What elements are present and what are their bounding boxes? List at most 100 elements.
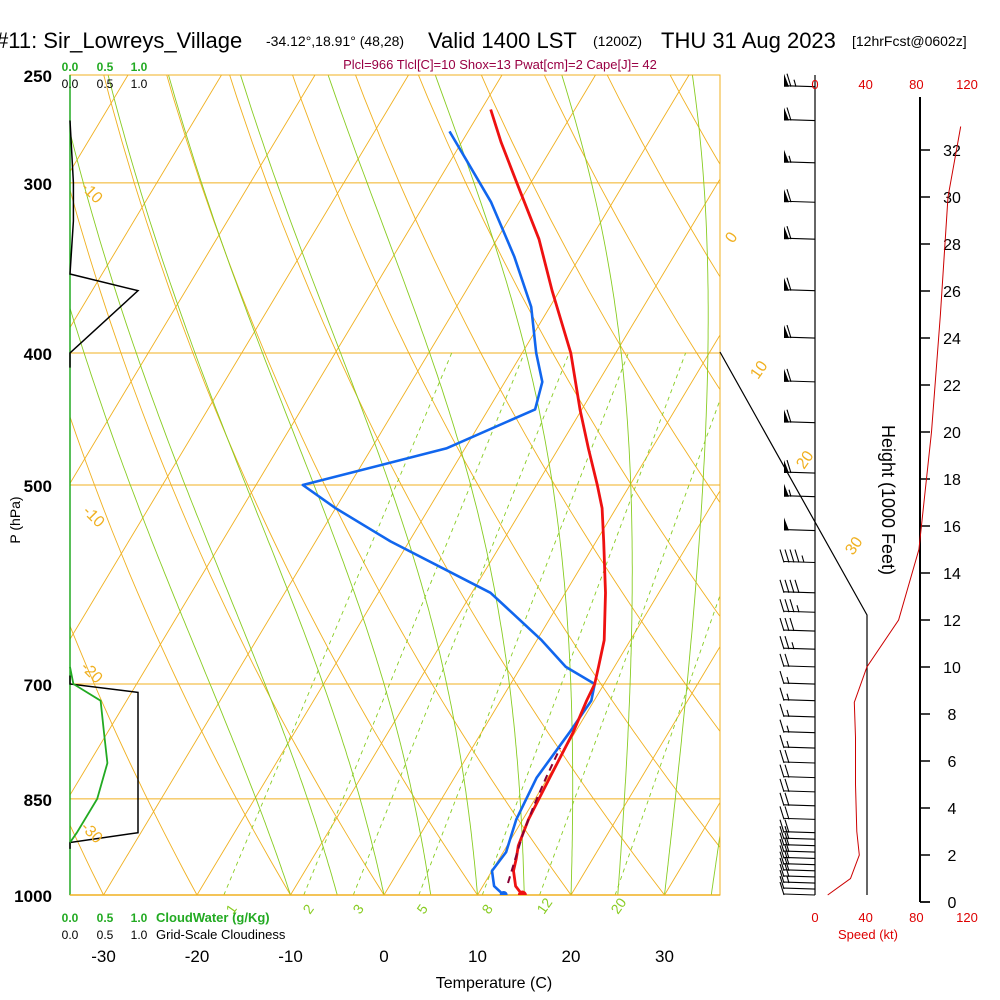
wind-barb-halfflag bbox=[786, 676, 790, 685]
moist-adiabat-line bbox=[70, 130, 338, 895]
moist-adiabat-line bbox=[434, 75, 574, 895]
wind-barb bbox=[779, 832, 816, 847]
moist-adiabat-line bbox=[710, 832, 720, 895]
wind-speed-profile bbox=[827, 126, 962, 896]
wind-barb-halfflag bbox=[786, 725, 790, 733]
moist-adiabat-line bbox=[70, 306, 291, 895]
cloudwater-top-tick: 0.0 bbox=[62, 60, 79, 74]
wind-barb-halfflag bbox=[788, 155, 792, 163]
wind-barb-flag bbox=[784, 549, 790, 563]
dry-adiabat-label: -30 bbox=[77, 819, 105, 847]
temperature-tick-label: 30 bbox=[655, 947, 674, 966]
wind-barb-flag bbox=[779, 857, 785, 872]
wind-barb-flag bbox=[784, 832, 790, 846]
wind-barb bbox=[779, 687, 816, 702]
wind-barb-halfflag bbox=[786, 875, 790, 884]
wind-barb-flag bbox=[779, 764, 785, 778]
moist-adiabat-line bbox=[107, 75, 385, 895]
cloudwater-top-tick: 1.0 bbox=[131, 60, 148, 74]
temperature-tick-label: -20 bbox=[185, 947, 210, 966]
mixing-ratio-label: 2 bbox=[299, 901, 317, 917]
wind-barb-pennant bbox=[784, 189, 789, 203]
wind-barb-flag bbox=[779, 845, 785, 859]
wind-barb-flag bbox=[784, 764, 790, 778]
mixing-ratio-line bbox=[352, 352, 570, 895]
isotherm-line bbox=[103, 75, 596, 895]
wind-barb bbox=[783, 107, 816, 122]
temperature-tick-label: -30 bbox=[91, 947, 116, 966]
wind-barb-staff bbox=[783, 380, 816, 383]
mixing-ratio-line bbox=[303, 352, 525, 895]
wind-barb-pennant bbox=[784, 107, 789, 121]
wind-barb-flag bbox=[786, 107, 792, 121]
height-tick-label: 4 bbox=[948, 801, 957, 818]
temperature-tick-label: 10 bbox=[468, 947, 487, 966]
wind-barb-pennant bbox=[784, 409, 789, 423]
speed-bottom-tick: 40 bbox=[858, 910, 872, 925]
temperature-tick-label: 0 bbox=[379, 947, 388, 966]
isotherm-line bbox=[70, 75, 316, 485]
stability-indices: Plcl=966 Tlcl[C]=10 Shox=13 Pwat[cm]=2 C… bbox=[343, 57, 657, 72]
mixing-ratio-line bbox=[481, 352, 687, 895]
wind-barb-staff bbox=[783, 336, 816, 339]
cloudiness-bottom-tick: 1.0 bbox=[131, 928, 148, 942]
mixing-ratio-label: 8 bbox=[478, 901, 496, 917]
dry-adiabat-line bbox=[0, 51, 10, 895]
wind-barb-staff bbox=[783, 893, 816, 896]
cloudiness-label: Grid-Scale Cloudiness bbox=[156, 927, 286, 942]
wind-barb bbox=[779, 875, 816, 890]
wind-barb-flag bbox=[786, 73, 792, 87]
height-tick-label: 28 bbox=[943, 237, 961, 254]
wind-barb-halfflag bbox=[786, 693, 790, 701]
wind-barb-flag bbox=[784, 845, 790, 859]
wind-barb-flag bbox=[789, 579, 795, 594]
dry-adiabat-label: -20 bbox=[77, 659, 105, 687]
wind-barb-flag bbox=[789, 599, 795, 613]
height-tick-label: 16 bbox=[943, 519, 961, 536]
wind-barb-flag bbox=[779, 670, 785, 685]
wind-barb-flag bbox=[779, 579, 785, 594]
cloudwater-label: CloudWater (g/Kg) bbox=[156, 910, 270, 925]
wind-barb-flag bbox=[779, 826, 785, 840]
cloudiness-top-tick: 0.5 bbox=[97, 77, 114, 91]
height-tick-label: 24 bbox=[943, 331, 961, 348]
wind-barb-pennant bbox=[784, 368, 789, 382]
wind-barb-staff bbox=[783, 495, 816, 498]
height-tick-label: 26 bbox=[943, 284, 961, 301]
cloudiness-top-tick: 1.0 bbox=[131, 77, 148, 91]
wind-barb bbox=[783, 368, 816, 383]
dry-adiabat-line bbox=[103, 75, 478, 895]
forecast-date: THU 31 Aug 2023 bbox=[661, 28, 836, 53]
wind-barb-flag bbox=[779, 719, 785, 733]
speed-top-tick: 40 bbox=[858, 77, 872, 92]
dry-adiabat-label: 20 bbox=[793, 448, 817, 472]
speed-bottom-tick: 0 bbox=[811, 910, 818, 925]
dry-adiabat-line bbox=[292, 75, 720, 849]
wind-barb-flag bbox=[784, 851, 790, 865]
wind-barb-halfflag bbox=[793, 79, 797, 87]
mixing-ratio-label: 20 bbox=[607, 895, 629, 917]
wind-barb-flag bbox=[779, 863, 785, 878]
dry-adiabat-line bbox=[480, 75, 720, 504]
cloudiness-bottom-tick: 0.5 bbox=[97, 928, 114, 942]
speed-top-tick: 80 bbox=[909, 77, 923, 92]
wind-barb-flag bbox=[779, 875, 785, 890]
moist-adiabat-line bbox=[327, 75, 525, 895]
wind-barb-staff bbox=[783, 237, 816, 240]
surface-temperature-dot bbox=[517, 890, 527, 895]
wind-barb-halfflag bbox=[801, 555, 805, 563]
height-tick-label: 0 bbox=[948, 895, 957, 912]
isotherm-line bbox=[196, 75, 690, 895]
cloudwater-bottom-tick: 0.0 bbox=[62, 911, 79, 925]
cloudwater-profile bbox=[69, 666, 109, 844]
wind-barb bbox=[779, 857, 816, 872]
wind-barb-flag bbox=[779, 636, 785, 650]
wind-barb-pennant bbox=[784, 517, 789, 531]
mixing-ratio-label: 12 bbox=[533, 895, 555, 917]
wind-barb bbox=[783, 226, 816, 240]
wind-barb bbox=[779, 764, 816, 779]
height-tick-label: 8 bbox=[948, 707, 957, 724]
station-name: #11: Sir_Lowreys_Village bbox=[0, 28, 243, 53]
height-tick-label: 14 bbox=[943, 566, 961, 583]
